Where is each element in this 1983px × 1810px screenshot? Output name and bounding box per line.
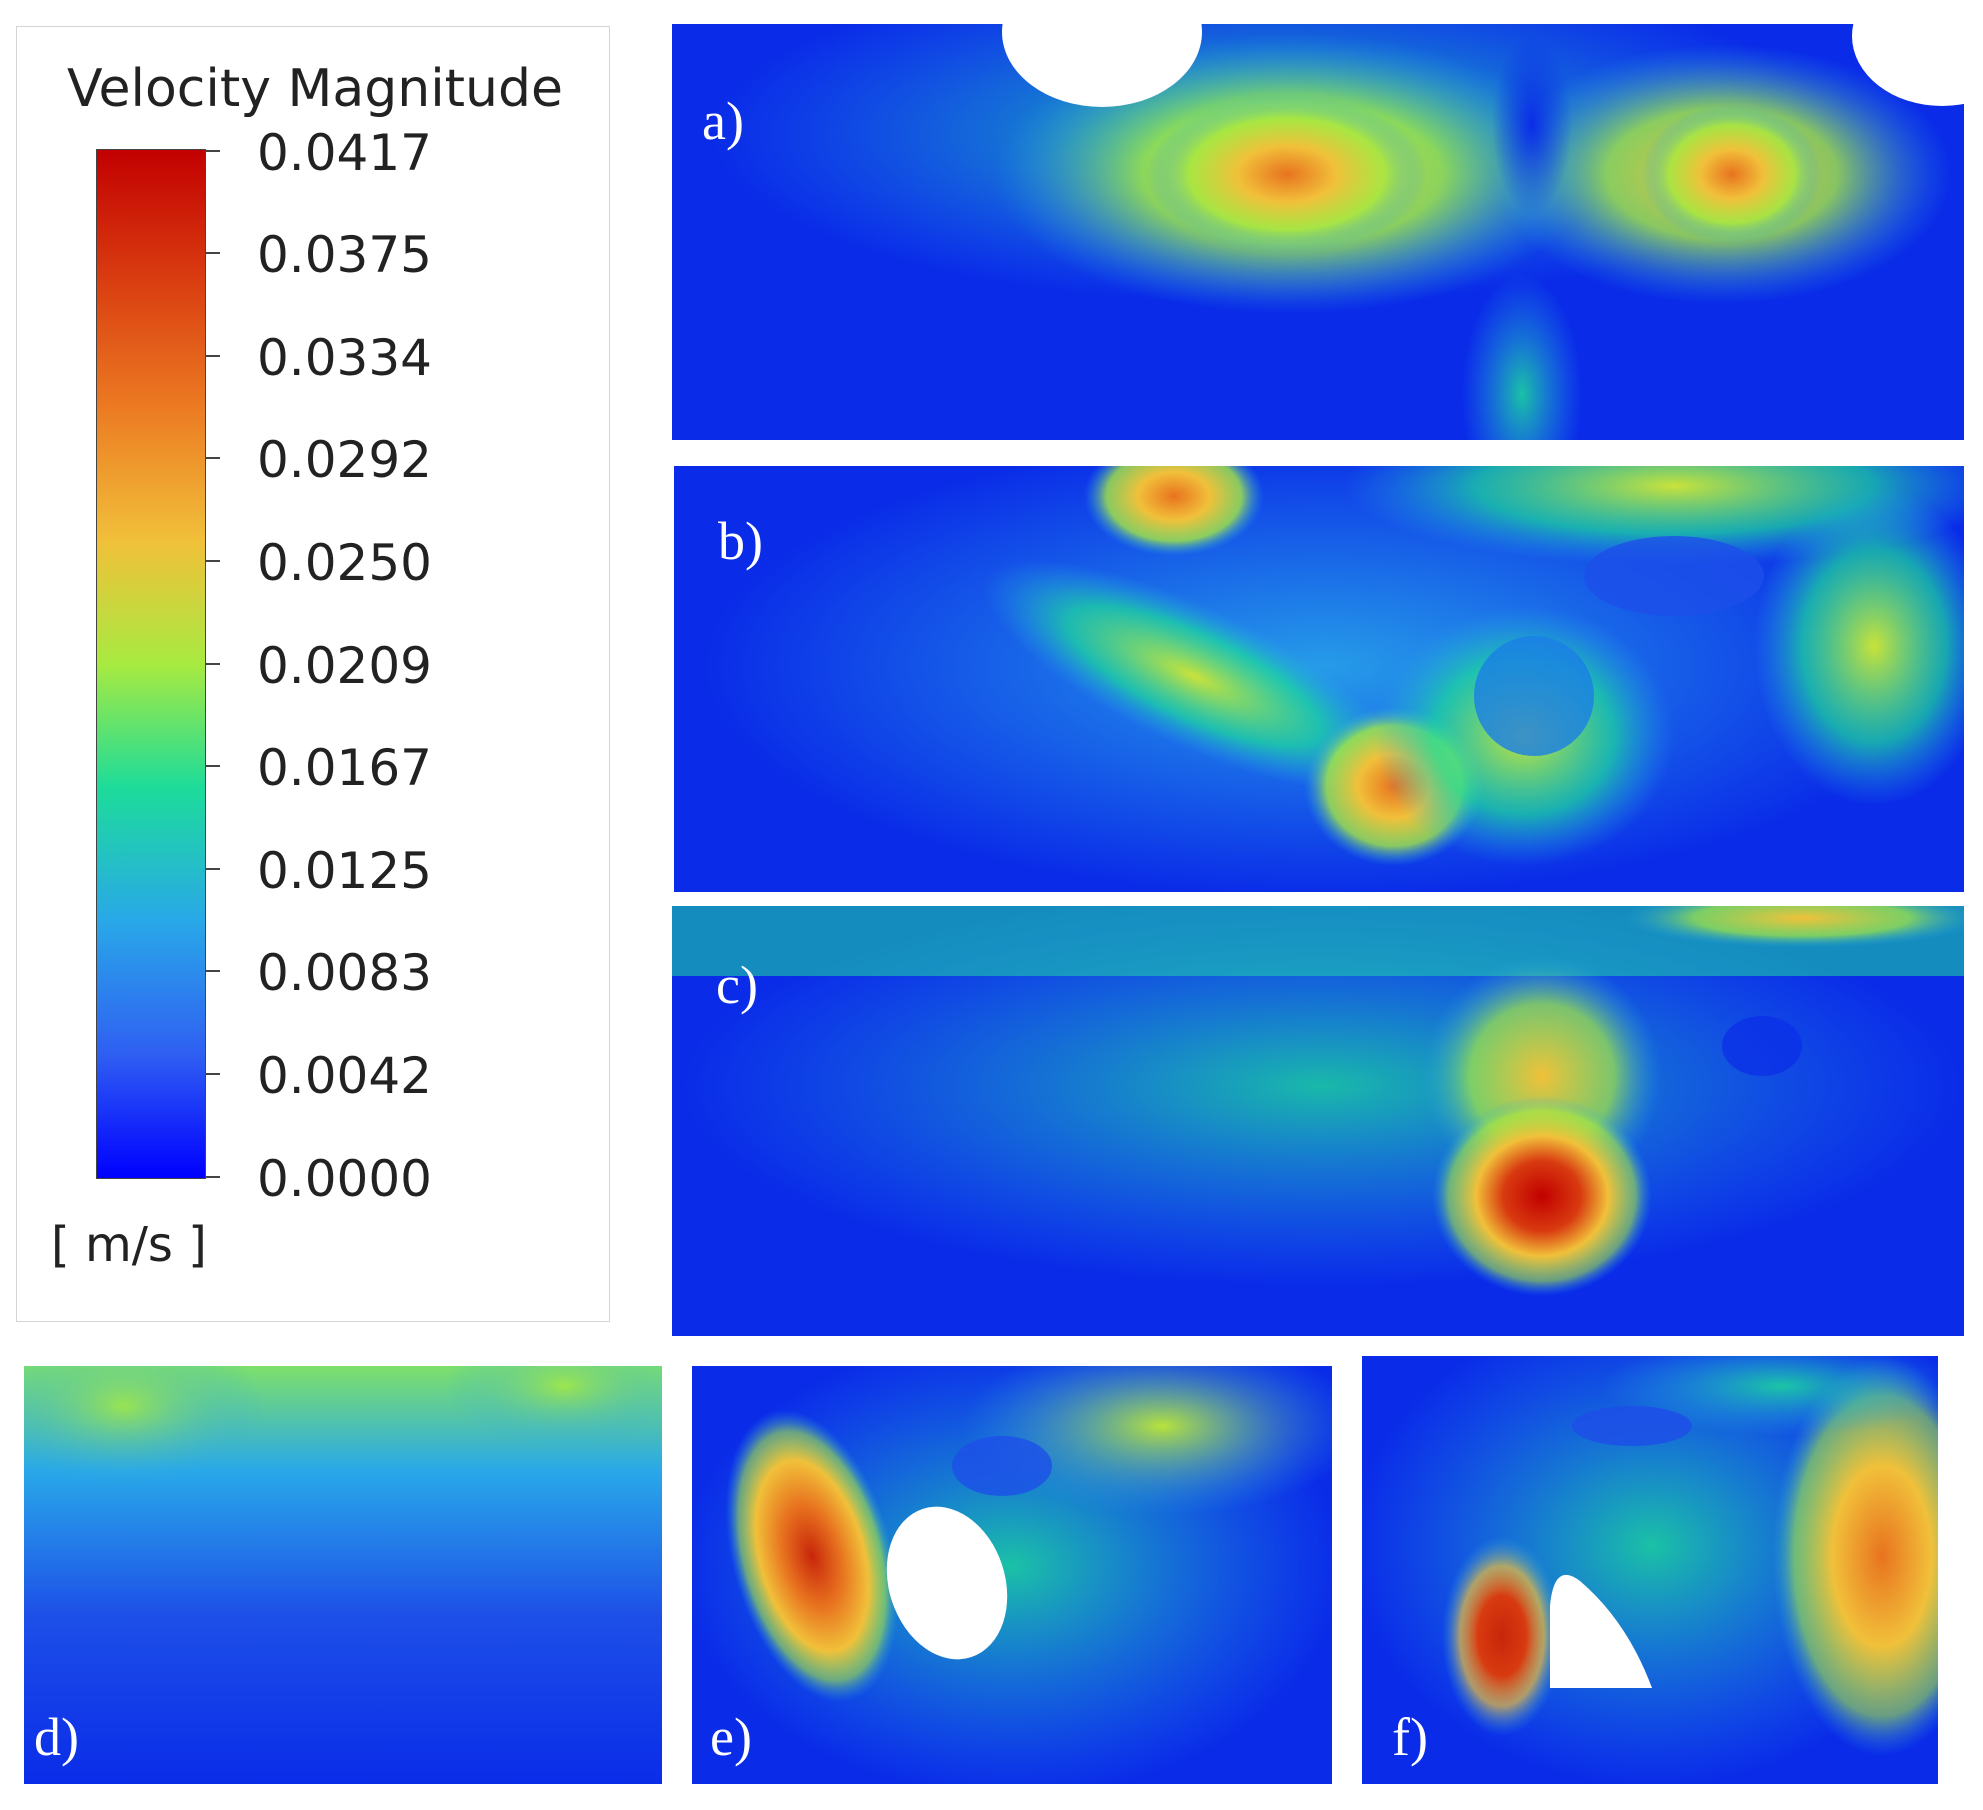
colorbar-tick: [206, 457, 220, 459]
colorbar-tick: [206, 252, 220, 254]
panel-c-field: [672, 906, 1964, 1336]
panel-d: d): [24, 1366, 662, 1784]
panel-b: b): [674, 466, 1964, 892]
tick-label: 0.0375: [257, 226, 432, 284]
panel-b-field: [674, 466, 1964, 892]
tick-label: 0.0334: [257, 329, 432, 387]
panel-d-field: [24, 1366, 662, 1784]
tick-label: 0.0209: [257, 637, 432, 695]
tick-label: 0.0250: [257, 534, 432, 592]
colorbar-tick: [206, 970, 220, 972]
tick-label: 0.0000: [257, 1150, 432, 1208]
colorbar: [96, 149, 206, 1179]
colorbar-tick: [206, 355, 220, 357]
panel-a-field: [672, 24, 1964, 440]
colorbar-tick: [206, 663, 220, 665]
tick-label: 0.0292: [257, 431, 432, 489]
legend-title: Velocity Magnitude: [67, 59, 564, 119]
panel-e-field: [692, 1366, 1332, 1784]
tick-label: 0.0167: [257, 739, 432, 797]
unit-label: [ m/s ]: [51, 1217, 207, 1273]
colorbar-tick: [206, 560, 220, 562]
panel-f: f): [1362, 1356, 1938, 1784]
colorbar-tick: [206, 1176, 220, 1178]
panel-label: f): [1392, 1707, 1428, 1767]
colorbar-tick: [206, 765, 220, 767]
legend: Velocity Magnitude 0.0417 0.0375 0.0334 …: [16, 26, 610, 1322]
panel-a: a): [672, 24, 1964, 440]
tick-label: 0.0417: [257, 124, 432, 182]
panel-label: e): [710, 1707, 752, 1767]
colorbar-tick: [206, 1073, 220, 1075]
tick-label: 0.0125: [257, 842, 432, 900]
panel-c: c): [672, 906, 1964, 1336]
colorbar-tick: [206, 150, 220, 152]
panel-label: b): [718, 511, 763, 571]
panel-label: d): [34, 1707, 79, 1767]
panel-e: e): [692, 1366, 1332, 1784]
tick-label: 0.0083: [257, 944, 432, 1002]
panel-f-field: [1362, 1356, 1938, 1784]
colorbar-tick: [206, 868, 220, 870]
panel-label: c): [716, 955, 758, 1015]
panel-label: a): [702, 91, 744, 151]
tick-label: 0.0042: [257, 1047, 432, 1105]
